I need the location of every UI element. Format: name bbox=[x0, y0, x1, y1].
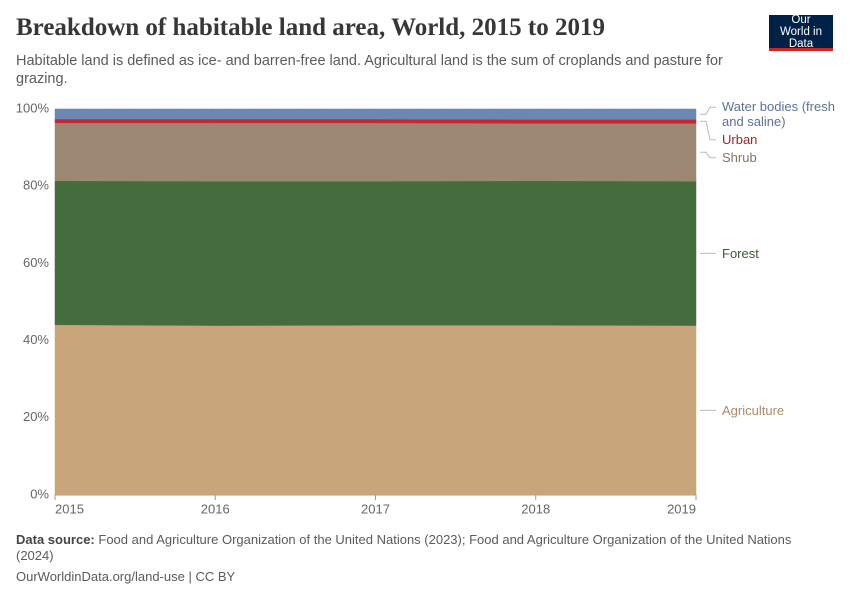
area bbox=[54, 108, 697, 120]
legend-label[interactable]: Shrub bbox=[722, 150, 757, 166]
x-tick-label: 2016 bbox=[201, 501, 230, 516]
x-tick-label: 2015 bbox=[55, 501, 84, 516]
area bbox=[54, 180, 697, 326]
legend-label[interactable]: Agriculture bbox=[722, 402, 785, 418]
source-note: Data source: Food and Agriculture Organi… bbox=[16, 532, 816, 564]
y-tick-label: 60% bbox=[23, 255, 49, 270]
x-tick-label: 2018 bbox=[521, 501, 550, 516]
source-label: Data source: bbox=[16, 532, 95, 547]
area bbox=[54, 122, 697, 182]
url[interactable]: OurWorldinData.org/land-use | CC BY bbox=[16, 569, 236, 584]
y-tick-label: 40% bbox=[23, 332, 49, 347]
logo[interactable]: Our World in Data bbox=[769, 14, 833, 51]
area bbox=[54, 118, 697, 124]
x-tick-label: 2017 bbox=[361, 501, 390, 516]
x-tick-label: 2019 bbox=[667, 501, 696, 516]
legend-label[interactable]: Urban bbox=[722, 132, 758, 148]
y-tick-label: 20% bbox=[23, 409, 49, 424]
source-text: Food and Agriculture Organization of the… bbox=[16, 532, 792, 563]
legend-leader bbox=[700, 151, 716, 159]
legend-label[interactable]: Water bodies (fresh and saline) bbox=[722, 99, 835, 130]
y-tick-label: 80% bbox=[23, 178, 49, 193]
legend-leader bbox=[700, 106, 716, 115]
y-tick-label: 0% bbox=[30, 486, 49, 501]
legend-leader bbox=[700, 120, 716, 141]
legend-label[interactable]: Forest bbox=[722, 245, 759, 261]
area bbox=[54, 324, 697, 496]
y-tick-label: 100% bbox=[16, 100, 50, 115]
chart-title: Breakdown of habitable land area, World,… bbox=[16, 14, 605, 41]
chart-subtitle: Habitable land is defined as ice- and ba… bbox=[16, 53, 723, 87]
